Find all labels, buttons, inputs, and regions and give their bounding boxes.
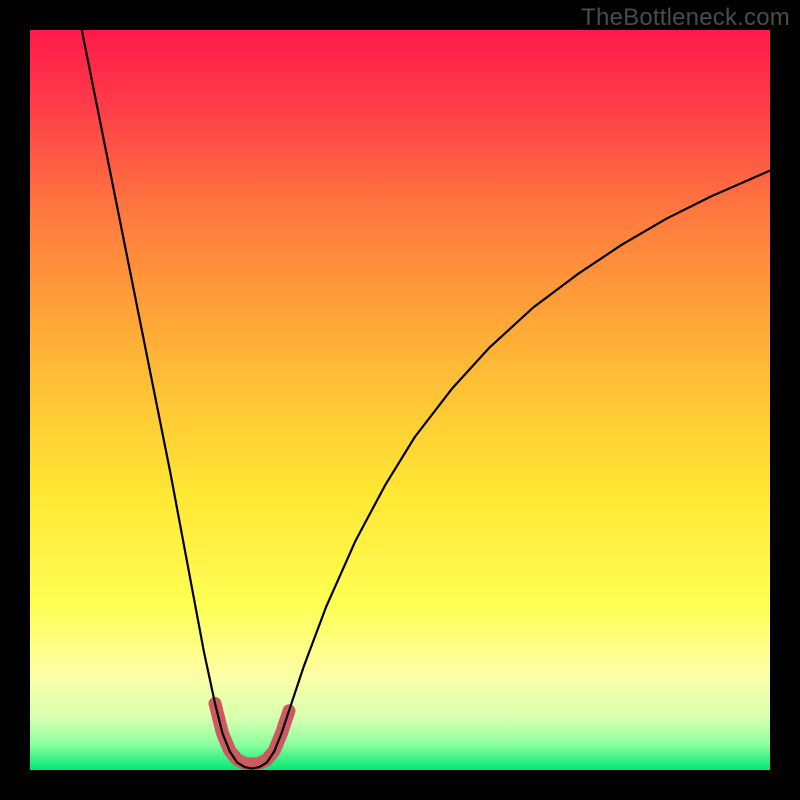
chart-frame: TheBottleneck.com [0,0,800,800]
chart-svg [30,30,770,770]
plot-area [30,30,770,770]
watermark-text: TheBottleneck.com [581,4,790,32]
chart-background [30,30,770,770]
